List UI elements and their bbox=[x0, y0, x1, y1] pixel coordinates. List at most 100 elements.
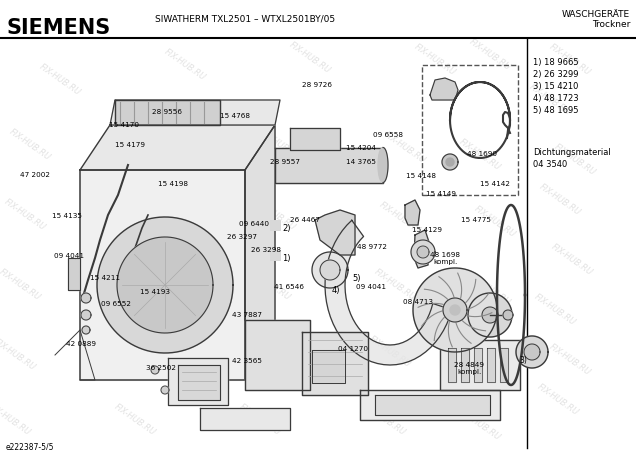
Text: FIX-HUB.RU: FIX-HUB.RU bbox=[548, 42, 592, 77]
Text: SIEMENS: SIEMENS bbox=[6, 18, 110, 38]
Polygon shape bbox=[117, 237, 213, 333]
Text: 15 4135: 15 4135 bbox=[52, 213, 82, 219]
Polygon shape bbox=[500, 348, 508, 382]
Text: 5): 5) bbox=[352, 274, 361, 283]
Text: 4): 4) bbox=[332, 285, 340, 294]
Text: FIX-HUB.RU: FIX-HUB.RU bbox=[247, 267, 293, 302]
Polygon shape bbox=[487, 348, 495, 382]
Text: 42 3565: 42 3565 bbox=[232, 358, 262, 364]
Text: 09 6558: 09 6558 bbox=[373, 132, 403, 138]
Polygon shape bbox=[405, 200, 420, 225]
Text: 42 0889: 42 0889 bbox=[66, 341, 97, 347]
Circle shape bbox=[442, 154, 458, 170]
Text: 15 4768: 15 4768 bbox=[220, 113, 251, 119]
Text: FIX-HUB.RU: FIX-HUB.RU bbox=[467, 37, 512, 72]
Circle shape bbox=[151, 366, 159, 374]
Text: 1): 1) bbox=[282, 253, 291, 262]
Text: FIX-HUB.RU: FIX-HUB.RU bbox=[536, 382, 580, 418]
Polygon shape bbox=[275, 148, 383, 183]
Text: FIX-HUB.RU: FIX-HUB.RU bbox=[378, 201, 422, 235]
Text: FIX-HUB.RU: FIX-HUB.RU bbox=[463, 341, 508, 375]
Text: FIX-HUB.RU: FIX-HUB.RU bbox=[533, 292, 577, 328]
Text: FIX-HUB.RU: FIX-HUB.RU bbox=[38, 63, 82, 98]
Text: FIX-HUB.RU: FIX-HUB.RU bbox=[238, 402, 282, 437]
Text: FIX-HUB.RU: FIX-HUB.RU bbox=[458, 138, 502, 172]
Text: e222387-5/5: e222387-5/5 bbox=[6, 443, 55, 450]
Polygon shape bbox=[375, 395, 490, 415]
Polygon shape bbox=[290, 128, 340, 150]
Text: FIX-HUB.RU: FIX-HUB.RU bbox=[0, 402, 32, 437]
Text: Trockner: Trockner bbox=[591, 20, 630, 29]
Polygon shape bbox=[461, 348, 469, 382]
Text: 15 4170: 15 4170 bbox=[109, 122, 139, 128]
Text: 08 4713: 08 4713 bbox=[403, 298, 434, 305]
Text: FIX-HUB.RU: FIX-HUB.RU bbox=[413, 42, 457, 77]
Text: 15 4129: 15 4129 bbox=[412, 227, 443, 234]
Text: FIX-HUB.RU: FIX-HUB.RU bbox=[118, 333, 162, 368]
Text: 4) 48 1723: 4) 48 1723 bbox=[533, 94, 579, 103]
Polygon shape bbox=[448, 348, 456, 382]
Text: 41 6546: 41 6546 bbox=[274, 284, 305, 290]
Polygon shape bbox=[110, 100, 280, 125]
Text: FIX-HUB.RU: FIX-HUB.RU bbox=[467, 273, 512, 307]
Text: FIX-HUB.RU: FIX-HUB.RU bbox=[548, 342, 592, 378]
Circle shape bbox=[450, 305, 460, 315]
Circle shape bbox=[443, 298, 467, 322]
Text: 26 3298: 26 3298 bbox=[251, 247, 281, 253]
Text: 04 1270: 04 1270 bbox=[338, 346, 368, 352]
Text: 09 4041: 09 4041 bbox=[53, 252, 84, 259]
Text: FIX-HUB.RU: FIX-HUB.RU bbox=[113, 402, 157, 437]
Text: 15 4193: 15 4193 bbox=[139, 288, 170, 295]
Bar bbox=[270, 250, 280, 260]
Polygon shape bbox=[245, 320, 310, 390]
Text: 15 4142: 15 4142 bbox=[480, 180, 510, 187]
Text: FIX-HUB.RU: FIX-HUB.RU bbox=[550, 243, 594, 278]
Text: 36 2502: 36 2502 bbox=[146, 365, 176, 371]
Polygon shape bbox=[414, 230, 430, 268]
Text: 09 6552: 09 6552 bbox=[101, 301, 132, 307]
Polygon shape bbox=[68, 258, 80, 290]
Text: 2): 2) bbox=[282, 224, 291, 233]
Text: 2) 26 3299: 2) 26 3299 bbox=[533, 70, 579, 79]
Text: FIX-HUB.RU: FIX-HUB.RU bbox=[133, 122, 177, 158]
Text: FIX-HUB.RU: FIX-HUB.RU bbox=[0, 338, 38, 373]
Text: WASCHGERÄTE: WASCHGERÄTE bbox=[562, 10, 630, 19]
Text: FIX-HUB.RU: FIX-HUB.RU bbox=[252, 198, 297, 233]
Text: 3): 3) bbox=[519, 356, 527, 364]
Polygon shape bbox=[468, 293, 512, 337]
Text: FIX-HUB.RU: FIX-HUB.RU bbox=[3, 198, 47, 233]
Text: 48 9772: 48 9772 bbox=[357, 243, 387, 250]
Text: 15 4211: 15 4211 bbox=[90, 275, 120, 281]
Text: FIX-HUB.RU: FIX-HUB.RU bbox=[537, 183, 583, 217]
Text: FIX-HUB.RU: FIX-HUB.RU bbox=[553, 143, 597, 177]
Circle shape bbox=[482, 307, 498, 323]
Circle shape bbox=[503, 310, 513, 320]
Text: 26 4467: 26 4467 bbox=[290, 217, 321, 224]
Text: 15 4148: 15 4148 bbox=[406, 172, 436, 179]
Polygon shape bbox=[315, 210, 355, 255]
Polygon shape bbox=[115, 100, 220, 125]
Text: FIX-HUB.RU: FIX-HUB.RU bbox=[163, 48, 207, 82]
Text: 15 4149: 15 4149 bbox=[425, 191, 456, 198]
Text: 26 3297: 26 3297 bbox=[226, 234, 257, 240]
Text: 09 6440: 09 6440 bbox=[239, 221, 270, 227]
Circle shape bbox=[81, 310, 91, 320]
Text: FIX-HUB.RU: FIX-HUB.RU bbox=[258, 127, 302, 162]
Polygon shape bbox=[245, 125, 275, 380]
Text: FIX-HUB.RU: FIX-HUB.RU bbox=[383, 130, 427, 166]
Text: 15 4179: 15 4179 bbox=[115, 142, 146, 148]
Polygon shape bbox=[360, 390, 500, 420]
Text: FIX-HUB.RU: FIX-HUB.RU bbox=[458, 408, 502, 442]
Polygon shape bbox=[413, 268, 497, 352]
Text: FIX-HUB.RU: FIX-HUB.RU bbox=[363, 402, 407, 437]
Polygon shape bbox=[302, 332, 368, 395]
Text: FIX-HUB.RU: FIX-HUB.RU bbox=[373, 267, 417, 302]
Ellipse shape bbox=[378, 148, 388, 183]
Polygon shape bbox=[97, 217, 233, 353]
Text: 09 4041: 09 4041 bbox=[356, 284, 386, 290]
Circle shape bbox=[82, 326, 90, 334]
Polygon shape bbox=[325, 220, 452, 365]
Text: FIX-HUB.RU: FIX-HUB.RU bbox=[368, 334, 412, 369]
Text: 04 3540: 04 3540 bbox=[533, 160, 567, 169]
Circle shape bbox=[411, 240, 435, 264]
